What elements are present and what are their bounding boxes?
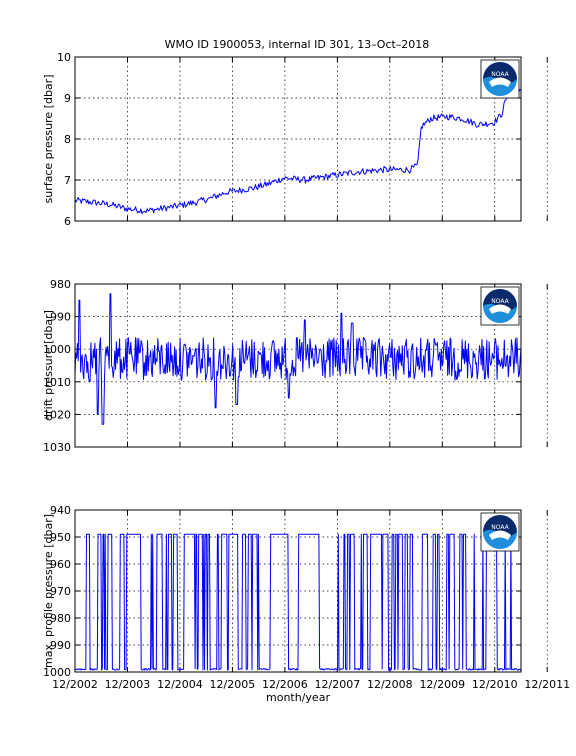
y-tick-label: 960 [50, 558, 71, 571]
x-axis-label: month/year [266, 691, 330, 704]
logo-text: NOAA [491, 71, 509, 78]
logo-bird [489, 530, 511, 540]
x-tick-label: 12/2007 [315, 678, 361, 691]
y-tick-label: 1020 [43, 408, 71, 421]
series-line-surface [74, 88, 522, 214]
noaa-logo-icon: NOAA [480, 59, 520, 99]
x-tick-label: 12/2011 [524, 678, 570, 691]
y-tick-label: 1000 [43, 666, 71, 679]
plot-frame [74, 509, 522, 673]
y-tick-label: 940 [50, 504, 71, 517]
y-tick-label: 6 [64, 215, 71, 228]
y-axis-label: drift pressure [dbar] [42, 310, 55, 421]
x-tick-label: 12/2008 [367, 678, 413, 691]
series-line-profile [74, 533, 522, 671]
y-tick-label: 1010 [43, 376, 71, 389]
noaa-logo-icon: NOAA [480, 512, 520, 552]
panel-drift: 980 990 1000 1010 1020 1030 drift pressure [db… [42, 278, 548, 454]
y-tick-label: 950 [50, 531, 71, 544]
logo-top [483, 289, 517, 311]
y-tick-label: 1000 [43, 343, 71, 356]
y-axis-label: max. profile pressure [dbar] [42, 514, 55, 668]
y-tick-label: 8 [64, 133, 71, 146]
logo-top [483, 62, 517, 84]
logo-bird [489, 77, 511, 87]
y-tick-label: 7 [64, 174, 71, 187]
logo-text: NOAA [491, 298, 509, 305]
x-tick-label: 12/2003 [105, 678, 151, 691]
y-tick-label: 990 [50, 639, 71, 652]
x-tick-label: 12/2009 [419, 678, 465, 691]
chart-title: WMO ID 1900053, internal ID 301, 13–Oct–… [165, 38, 430, 51]
x-tick-label: 12/2002 [52, 678, 98, 691]
y-tick-label: 9 [64, 92, 71, 105]
x-tick-label: 12/2004 [157, 678, 203, 691]
y-tick-label: 990 [50, 311, 71, 324]
series-line-drift [74, 293, 522, 425]
plot-frame [74, 56, 522, 222]
logo-text: NOAA [491, 524, 509, 531]
plot-frame [74, 283, 522, 448]
noaa-logo-icon: NOAA [480, 286, 520, 326]
x-tick-label: 12/2006 [262, 678, 308, 691]
x-tick-label: 12/2005 [210, 678, 256, 691]
y-tick-label: 980 [50, 612, 71, 625]
y-tick-label: 970 [50, 585, 71, 598]
logo-bird [489, 304, 511, 314]
y-tick-label: 1030 [43, 441, 71, 454]
x-tick-label: 12/2010 [472, 678, 518, 691]
y-axis-label: surface pressure [dbar] [42, 75, 55, 204]
logo-top [483, 515, 517, 537]
y-tick-label: 10 [57, 51, 71, 64]
y-tick-label: 980 [50, 278, 71, 291]
